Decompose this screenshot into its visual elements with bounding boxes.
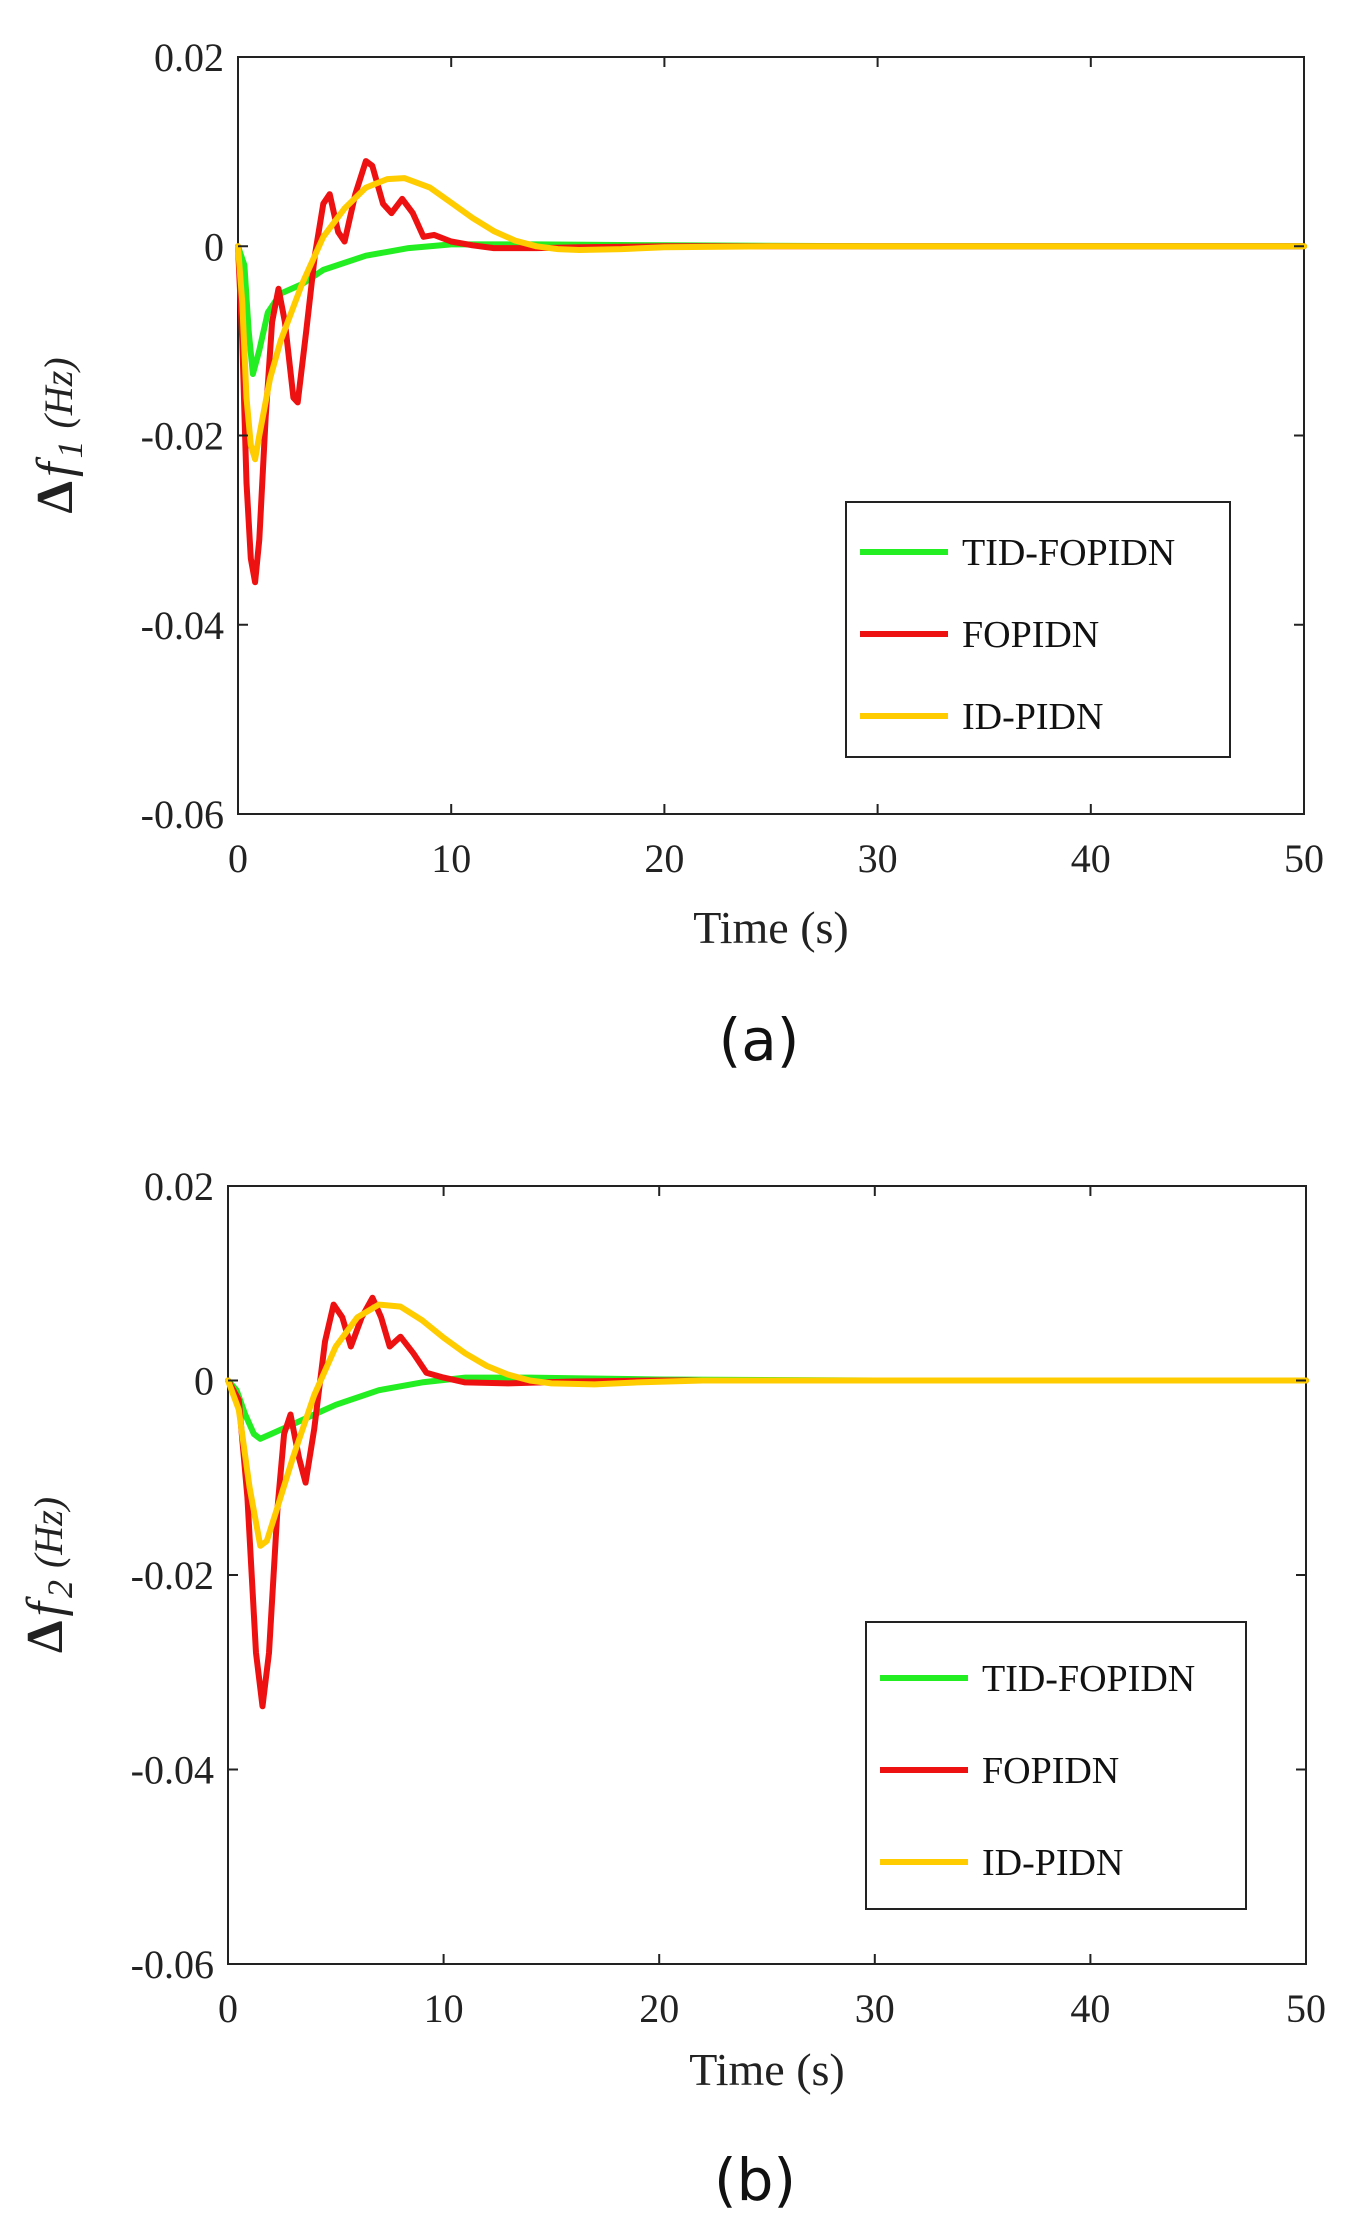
y-tick-label: -0.06 [131, 1942, 214, 1987]
x-tick-label: 0 [218, 1986, 238, 2031]
x-tick-label: 0 [228, 836, 248, 881]
legend-label: FOPIDN [982, 1750, 1119, 1792]
y-tick-label: -0.02 [131, 1553, 214, 1598]
axis-ticks-a: 0 10 20 30 40 50 0.02 0 -0.02 -0.04 -0.06 [141, 35, 1324, 881]
y-tick-label: 0.02 [154, 35, 224, 80]
series-lines-a [235, 158, 1307, 586]
y-axis-title-unit-b: (Hz) [26, 1497, 71, 1568]
x-axis-title-a: Time (s) [693, 902, 849, 953]
y-tick-label: -0.06 [141, 792, 224, 837]
x-tick-label: 40 [1071, 836, 1111, 881]
legend-b: TID-FOPIDN FOPIDN ID-PIDN [865, 1621, 1247, 1910]
panel-label-b: (b) [714, 2146, 796, 2214]
y-tick-label: -0.04 [131, 1748, 214, 1793]
series-line-fopidn [235, 158, 1307, 586]
y-tick-label: 0 [204, 224, 224, 269]
legend-label: ID-PIDN [982, 1842, 1123, 1884]
series-line-id-pidn [225, 1301, 1309, 1549]
x-axis-title-b: Time (s) [689, 2044, 845, 2095]
y-axis-title-b: Δ f 2 (Hz) [17, 1497, 80, 1653]
y-axis-title-delta-b: Δ [17, 1620, 74, 1653]
series-lines-b [225, 1294, 1309, 1710]
chart-panel-a: 0 10 20 30 40 50 0.02 0 -0.02 -0.04 -0.06 Time (s)… [27, 35, 1324, 1074]
legend-label: ID-PIDN [962, 696, 1103, 738]
legend-label: FOPIDN [962, 614, 1099, 656]
x-tick-label: 10 [431, 836, 471, 881]
x-tick-label: 20 [639, 1986, 679, 2031]
y-tick-label: 0 [194, 1359, 214, 1404]
x-tick-label: 20 [644, 836, 684, 881]
legend-label: TID-FOPIDN [962, 532, 1175, 574]
y-tick-label: 0.02 [144, 1164, 214, 1209]
y-axis-title-sub-b: 2 [40, 1580, 80, 1598]
series-line-id-pidn [235, 175, 1307, 463]
y-axis-title-a: Δ f 1 (Hz) [27, 357, 90, 513]
x-tick-label: 30 [858, 836, 898, 881]
x-tick-label: 30 [855, 1986, 895, 2031]
x-tick-label: 10 [424, 1986, 464, 2031]
y-tick-label: -0.04 [141, 603, 224, 648]
series-line-fopidn [225, 1294, 1309, 1710]
legend-a: TID-FOPIDN FOPIDN ID-PIDN [845, 501, 1231, 758]
y-axis-title-unit-a: (Hz) [36, 357, 81, 428]
x-tick-label: 50 [1286, 1986, 1326, 2031]
y-tick-label: -0.02 [141, 414, 224, 459]
x-tick-label: 40 [1070, 1986, 1110, 2031]
axis-ticks-b: 0 10 20 30 40 50 0.02 0 -0.02 -0.04 -0.06 [131, 1164, 1326, 2031]
x-tick-label: 50 [1284, 836, 1324, 881]
y-axis-title-sub-a: 1 [50, 441, 90, 459]
panel-label-a: (a) [719, 1006, 800, 1074]
y-axis-title-delta-a: Δ [27, 481, 84, 514]
chart-panel-b: 0 10 20 30 40 50 0.02 0 -0.02 -0.04 -0.06 Time (s)… [17, 1164, 1326, 2214]
legend-label: TID-FOPIDN [982, 1658, 1195, 1700]
